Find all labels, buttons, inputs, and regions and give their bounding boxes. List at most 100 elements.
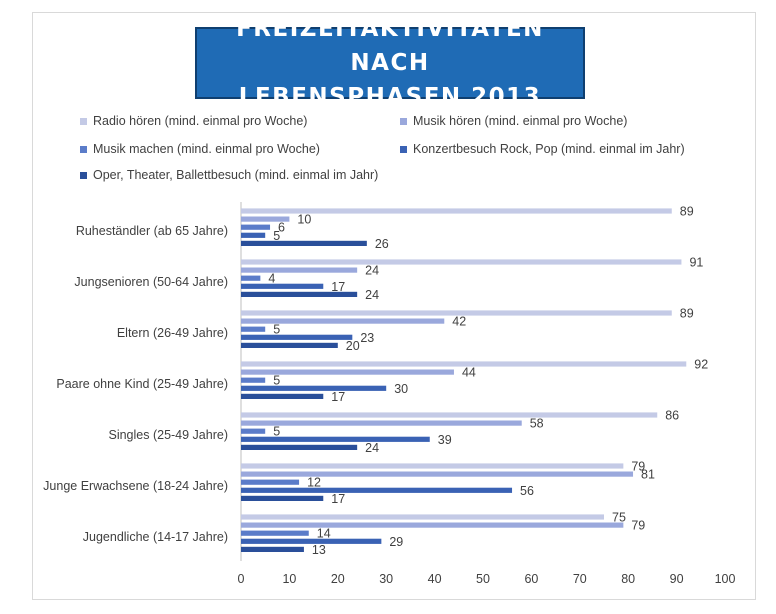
data-label: 81 xyxy=(641,468,655,482)
bar xyxy=(241,514,604,520)
bar xyxy=(241,530,309,536)
data-label: 30 xyxy=(394,382,408,396)
data-label: 20 xyxy=(346,339,360,353)
x-tick-label: 40 xyxy=(428,572,442,586)
data-label: 58 xyxy=(530,417,544,431)
bar xyxy=(241,283,324,289)
x-tick-label: 30 xyxy=(379,572,393,586)
bar xyxy=(241,342,338,348)
x-tick-label: 100 xyxy=(715,572,736,586)
data-label: 56 xyxy=(520,484,534,498)
bar xyxy=(241,393,324,399)
legend-label: Radio hören (mind. einmal pro Woche) xyxy=(93,114,308,128)
chart-frame xyxy=(32,12,756,600)
category-label: Eltern (26-49 Jahre) xyxy=(117,326,228,340)
bar xyxy=(241,522,624,528)
bar xyxy=(241,463,624,469)
bar xyxy=(241,546,304,552)
bar xyxy=(241,310,672,316)
category-label: Singles (25-49 Jahre) xyxy=(108,428,228,442)
bar xyxy=(241,208,672,214)
bar xyxy=(241,412,658,418)
x-tick-label: 10 xyxy=(282,572,296,586)
bar xyxy=(241,385,387,391)
bar xyxy=(241,479,300,485)
legend-swatch xyxy=(80,171,87,179)
data-label: 92 xyxy=(694,358,708,372)
bar xyxy=(241,275,261,281)
legend-swatch xyxy=(400,117,407,125)
data-label: 39 xyxy=(438,433,452,447)
legend-label: Konzertbesuch Rock, Pop (mind. einmal im… xyxy=(413,142,685,156)
data-label: 75 xyxy=(612,511,626,525)
legend-label: Musik hören (mind. einmal pro Woche) xyxy=(413,114,628,128)
legend-item-musik-machen: Musik machen (mind. einmal pro Woche) xyxy=(80,140,320,158)
bar xyxy=(241,291,358,297)
data-label: 24 xyxy=(365,264,379,278)
legend-label: Oper, Theater, Ballettbesuch (mind. einm… xyxy=(93,168,379,182)
bar xyxy=(241,487,513,493)
bar xyxy=(241,240,367,246)
data-label: 23 xyxy=(360,331,374,345)
data-label: 17 xyxy=(331,390,345,404)
data-label: 17 xyxy=(331,280,345,294)
bar xyxy=(241,471,634,477)
legend-item-oper: Oper, Theater, Ballettbesuch (mind. einm… xyxy=(80,166,378,184)
bar xyxy=(241,326,266,332)
data-label: 5 xyxy=(273,374,280,388)
bar xyxy=(241,377,266,383)
bar xyxy=(241,428,266,434)
bar xyxy=(241,420,522,426)
bar xyxy=(241,267,358,273)
data-label: 4 xyxy=(268,272,275,286)
bar xyxy=(241,224,271,230)
legend-swatch xyxy=(80,117,87,125)
bar xyxy=(241,436,430,442)
x-tick-label: 90 xyxy=(670,572,684,586)
data-label: 86 xyxy=(665,409,679,423)
x-tick-label: 80 xyxy=(621,572,635,586)
bar xyxy=(241,334,353,340)
data-label: 29 xyxy=(389,535,403,549)
legend-swatch xyxy=(400,145,407,153)
chart-title: FREIZEITAKTIVITÄTEN NACH LEBENSPHASEN 20… xyxy=(236,16,544,110)
x-tick-label: 50 xyxy=(476,572,490,586)
data-label: 5 xyxy=(273,323,280,337)
legend-swatch xyxy=(80,145,87,153)
bar xyxy=(241,444,358,450)
data-label: 26 xyxy=(375,237,389,251)
data-label: 89 xyxy=(680,307,694,321)
data-label: 13 xyxy=(312,543,326,557)
data-label: 24 xyxy=(365,441,379,455)
data-label: 5 xyxy=(273,425,280,439)
bar xyxy=(241,259,682,265)
data-label: 79 xyxy=(631,460,645,474)
x-tick-label: 0 xyxy=(238,572,245,586)
category-label: Jugendliche (14-17 Jahre) xyxy=(83,530,228,544)
data-label: 89 xyxy=(680,205,694,219)
category-label: Paare ohne Kind (25-49 Jahre) xyxy=(56,377,228,391)
data-label: 24 xyxy=(365,288,379,302)
data-label: 79 xyxy=(631,519,645,533)
category-label: Junge Erwachsene (18-24 Jahre) xyxy=(43,479,228,493)
data-label: 17 xyxy=(331,492,345,506)
x-tick-label: 70 xyxy=(573,572,587,586)
legend-item-musik-hoeren: Musik hören (mind. einmal pro Woche) xyxy=(400,112,627,130)
data-label: 12 xyxy=(307,476,321,490)
bar xyxy=(241,216,290,222)
bar xyxy=(241,495,324,501)
legend-item-radio: Radio hören (mind. einmal pro Woche) xyxy=(80,112,307,130)
data-label: 10 xyxy=(297,213,311,227)
category-label: Ruheständler (ab 65 Jahre) xyxy=(76,224,228,238)
x-tick-label: 60 xyxy=(524,572,538,586)
data-label: 5 xyxy=(273,229,280,243)
legend-item-konzert: Konzertbesuch Rock, Pop (mind. einmal im… xyxy=(400,140,685,158)
legend-label: Musik machen (mind. einmal pro Woche) xyxy=(93,142,320,156)
data-label: 42 xyxy=(452,315,466,329)
data-label: 6 xyxy=(278,221,285,235)
category-label: Jungsenioren (50-64 Jahre) xyxy=(74,275,228,289)
bar xyxy=(241,361,687,367)
bar xyxy=(241,369,454,375)
bar xyxy=(241,232,266,238)
